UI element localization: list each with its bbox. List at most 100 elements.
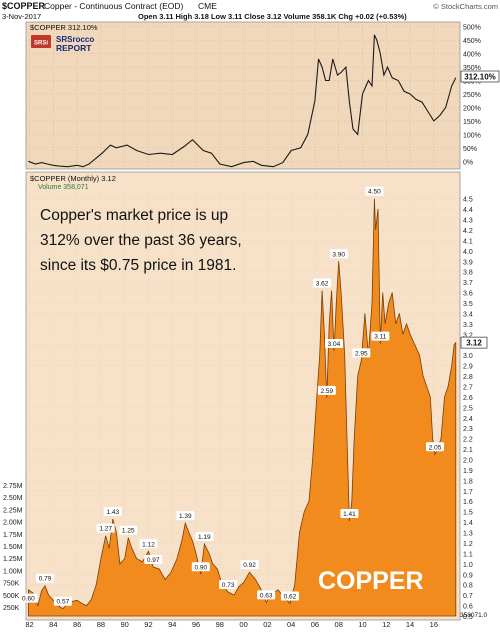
x-tick-label: 06 <box>311 620 319 629</box>
point-label-text: 3.62 <box>316 280 329 287</box>
point-label: 3.90 <box>329 249 348 258</box>
header-symbol: $COPPER <box>2 1 46 11</box>
x-tick-label: 98 <box>216 620 224 629</box>
bottom-y-tick-label: 2.3 <box>463 426 473 433</box>
header-exchange: CME <box>198 1 217 11</box>
annotation-line1: Copper's market price is up <box>40 207 228 224</box>
x-tick-label: 94 <box>168 620 176 629</box>
top-y-tick-label: 500% <box>463 25 481 32</box>
top-last-value-text: 312.10% <box>464 73 496 82</box>
bottom-y-tick-label: 1.2 <box>463 541 473 548</box>
point-label: 1.39 <box>176 511 195 521</box>
volume-tick-label: 2.75M <box>3 483 23 490</box>
bottom-y-tick-label: 1.3 <box>463 531 473 538</box>
point-label: 0.79 <box>36 573 55 583</box>
volume-tick-label: 250K <box>3 605 20 612</box>
bottom-y-tick-label: 4.5 <box>463 197 473 204</box>
x-tick-label: 02 <box>263 620 271 629</box>
top-y-tick-label: 50% <box>463 146 477 153</box>
point-label-box <box>139 539 158 549</box>
header-ohlc: Open 3.11 High 3.18 Low 3.11 Close 3.12 … <box>138 12 407 21</box>
point-label-box <box>96 523 115 533</box>
point-label-box <box>195 532 214 542</box>
bottom-y-tick-label: 2.5 <box>463 405 473 412</box>
srsrocco-logo: SRSi SRSrocco REPORT <box>31 35 94 53</box>
bottom-y-tick-label: 2.0 <box>463 457 473 464</box>
x-tick-label: 00 <box>239 620 247 629</box>
bottom-y-tick-label: 1.8 <box>463 478 473 485</box>
bottom-y-tick-label: 3.5 <box>463 301 473 308</box>
point-label: 1.25 <box>119 525 138 535</box>
top-y-tick-label: 350% <box>463 65 481 72</box>
point-label-text: 3.04 <box>328 341 341 348</box>
x-tick-label: 16 <box>430 620 438 629</box>
point-label: 1.12 <box>139 539 158 549</box>
point-label: 0.92 <box>240 560 259 570</box>
point-label: 2.05 <box>426 442 445 452</box>
top-y-tick-label: 150% <box>463 119 481 126</box>
bottom-y-tick-label: 0.7 <box>463 593 473 600</box>
bottom-legend: $COPPER (Monthly) 3.12 <box>30 174 116 183</box>
point-label-text: 0.79 <box>39 576 52 583</box>
point-label: 2.95 <box>352 348 371 358</box>
logo-badge-text: SRSi <box>34 41 48 47</box>
x-axis: 82 84 86 88 90 92 94 96 98 00 02 04 06 08 10 12 14 16 <box>25 620 438 629</box>
bottom-y-tick-label: 0.5 <box>463 614 473 621</box>
bottom-y-tick-label: 3.9 <box>463 259 473 266</box>
bottom-y-tick-label: 4.3 <box>463 218 473 225</box>
bottom-y-axis: 4.5 4.4 4.3 4.2 4.1 4.0 3.9 3.8 3.7 3.6 3.5 3.4 3.3 3… <box>463 197 473 621</box>
point-label-text: 0.97 <box>147 557 160 564</box>
point-label: 0.97 <box>144 554 163 564</box>
point-label-text: 4.50 <box>368 189 381 196</box>
top-y-tick-label: 0% <box>463 159 473 166</box>
top-pct-line <box>28 34 457 168</box>
bottom-y-tick-label: 2.8 <box>463 374 473 381</box>
point-label-box <box>426 442 445 452</box>
bottom-y-tick-label: 0.9 <box>463 572 473 579</box>
point-label: 3.62 <box>313 278 332 288</box>
top-last-value: 312.10% <box>460 70 500 83</box>
point-label-text: 2.95 <box>355 350 368 357</box>
point-label: 0.60 <box>19 593 38 603</box>
point-label-box <box>340 509 359 519</box>
point-label-box <box>240 560 259 570</box>
bottom-y-tick-label: 2.4 <box>463 416 473 423</box>
volume-tick-label: 1.50M <box>3 544 23 551</box>
bottom-y-tick-label: 4.4 <box>463 207 473 214</box>
point-label-box <box>313 278 332 288</box>
point-label: 3.04 <box>324 338 343 348</box>
bottom-y-tick-label: 3.8 <box>463 270 473 277</box>
point-label-box <box>176 511 195 521</box>
top-grid <box>26 24 460 168</box>
bottom-y-tick-label: 1.1 <box>463 551 473 558</box>
annotation-line2: 312% over the past 36 years, <box>40 232 242 249</box>
point-label: 0.90 <box>191 562 210 572</box>
bottom-y-tick-label: 2.1 <box>463 447 473 454</box>
bottom-y-tick-label: 2.9 <box>463 364 473 371</box>
point-label-text: 3.11 <box>374 334 387 341</box>
point-label-text: 0.63 <box>260 592 273 599</box>
x-tick-label: 82 <box>25 620 33 629</box>
volume-axis: 2.75M 2.50M 2.25M 2.00M 1.75M 1.50M 1.25M 1.00M… <box>3 483 23 612</box>
volume-tick-label: 1.25M <box>3 556 23 563</box>
bottom-y-tick-label: 4.1 <box>463 238 473 245</box>
point-label-box <box>103 506 122 516</box>
top-y-tick-label: 100% <box>463 132 481 139</box>
point-label-box <box>371 331 390 341</box>
x-tick-label: 90 <box>121 620 129 629</box>
bottom-y-tick-label: 1.5 <box>463 510 473 517</box>
point-label-box <box>324 338 343 348</box>
header-date: 3-Nov-2017 <box>2 12 41 21</box>
point-label-box <box>280 591 299 601</box>
bottom-y-tick-label: 3.3 <box>463 322 473 329</box>
point-label: 2.59 <box>317 385 336 395</box>
volume-tick-label: 1.75M <box>3 532 23 539</box>
volume-last-value: 358071.0 <box>460 612 487 619</box>
point-labels: 0.79 0.60 0.57 1.27 1.43 1.25 1.12 0.97 1.39 1.19… <box>19 186 445 606</box>
bottom-y-tick-label: 3.7 <box>463 280 473 287</box>
point-label-box <box>365 186 384 196</box>
bottom-y-tick-label: 2.7 <box>463 384 473 391</box>
top-y-tick-label: 450% <box>463 38 481 45</box>
volume-tick-label: 750K <box>3 581 20 588</box>
point-label-box <box>19 593 38 603</box>
